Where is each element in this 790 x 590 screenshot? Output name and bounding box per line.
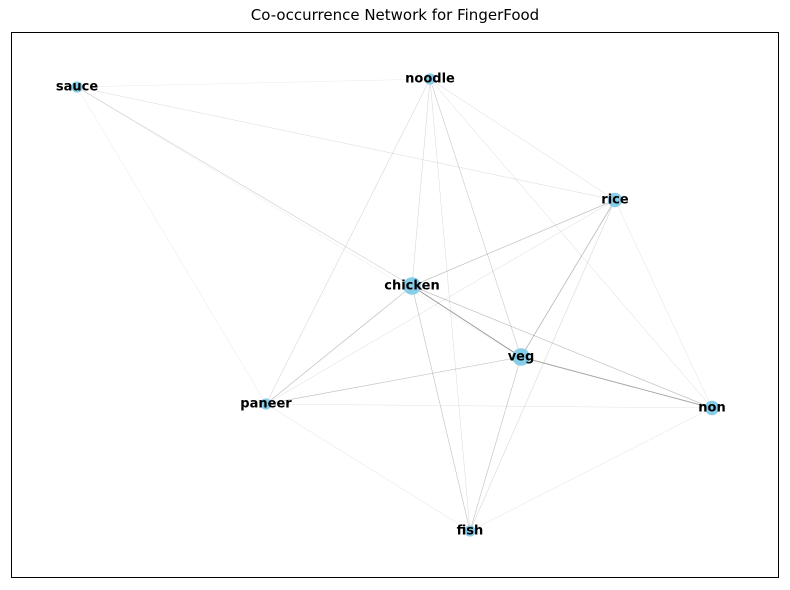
node-noodle: [424, 73, 436, 85]
edge-noodle-veg: [429, 78, 522, 358]
edge-noodle-paneer: [265, 78, 431, 405]
node-label-sauce: sauce: [56, 80, 98, 95]
node-label-chicken: chicken: [384, 279, 440, 294]
edge-sauce-rice: [76, 86, 616, 201]
node-label-noodle: noodle: [405, 72, 455, 87]
edge-noodle-non: [429, 78, 713, 409]
edge-layer: [76, 78, 713, 532]
node-label-veg: veg: [508, 350, 535, 365]
edge-non-fish: [469, 407, 713, 532]
edge-chicken-paneer: [265, 285, 413, 405]
node-paneer: [260, 398, 272, 410]
edge-sauce-veg: [76, 86, 522, 358]
edge-veg-rice: [520, 199, 616, 358]
edge-veg-non: [520, 356, 713, 409]
edge-paneer-non: [265, 403, 713, 409]
edge-chicken-fish: [411, 285, 471, 532]
edge-paneer-fish: [265, 403, 471, 532]
node-label-paneer: paneer: [240, 397, 292, 412]
edge-rice-fish: [469, 199, 616, 532]
node-veg: [512, 348, 530, 366]
node-chicken: [403, 277, 421, 295]
edge-rice-paneer: [265, 199, 616, 405]
edge-sauce-paneer: [76, 86, 267, 405]
edge-veg-fish: [469, 356, 522, 532]
edge-veg-paneer: [265, 356, 522, 405]
node-rice: [607, 192, 623, 208]
edge-chicken-veg: [411, 285, 522, 358]
node-layer: [71, 73, 720, 537]
edge-chicken-rice: [411, 199, 616, 287]
node-label-non: non: [698, 401, 725, 416]
edge-rice-non: [614, 199, 713, 409]
label-layer: sauce noodle rice chicken veg paneer non fish: [56, 72, 726, 539]
node-non: [704, 400, 720, 416]
node-sauce: [71, 81, 83, 93]
edge-sauce-chicken: [76, 86, 413, 287]
edge-noodle-rice: [429, 78, 616, 201]
edge-noodle-chicken: [411, 78, 431, 287]
edge-chicken-non: [411, 285, 713, 409]
node-label-rice: rice: [601, 193, 629, 208]
edge-noodle-fish: [429, 78, 471, 532]
plot-frame: [11, 32, 779, 578]
edge-sauce-noodle: [76, 78, 431, 88]
node-fish: [464, 525, 476, 537]
node-label-fish: fish: [457, 524, 484, 539]
chart-title: Co-occurrence Network for FingerFood: [250, 6, 540, 24]
